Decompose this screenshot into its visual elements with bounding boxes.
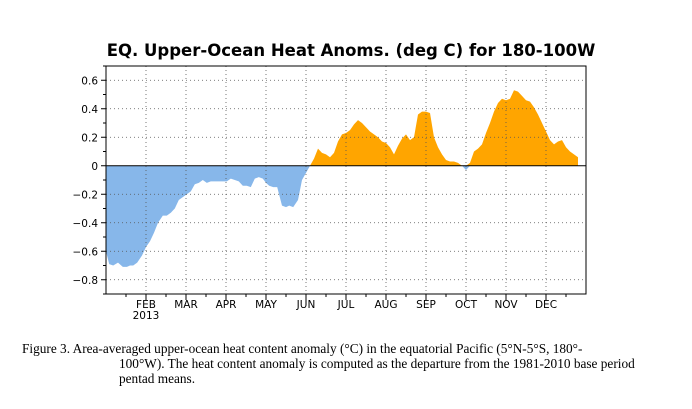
y-tick-label-0: 0.6 [81,75,98,87]
y-tick-label-3: 0 [91,161,98,173]
x-tick-label-7: SEP [416,299,436,311]
y-tick-label-7: −0.8 [73,275,99,287]
negative-anomaly-area [106,165,578,267]
x-tick-sublabel-0: 2013 [133,310,160,322]
x-tick-label-5: JUL [337,299,355,311]
positive-anomaly-area [106,90,578,166]
chart: EQ. Upper-Ocean Heat Anoms. (deg C) for … [73,41,596,322]
caption-line-2: 100°W). The heat content anomaly is comp… [119,356,635,371]
y-tick-label-1: 0.4 [81,104,98,116]
caption-line-1: Figure 3. Area-averaged upper-ocean heat… [22,341,583,356]
y-tick-label-6: −0.6 [73,246,99,258]
caption-line-3: pentad means. [119,371,196,386]
y-tick-label-5: −0.4 [73,218,99,230]
y-tick-label-2: 0.2 [81,132,98,144]
chart-title: EQ. Upper-Ocean Heat Anoms. (deg C) for … [107,41,596,60]
x-tick-label-8: OCT [455,299,478,311]
x-tick-label-6: AUG [374,299,397,311]
x-tick-label-2: APR [216,299,237,311]
x-tick-label-9: NOV [494,299,518,311]
x-tick-label-1: MAR [174,299,198,311]
x-tick-label-4: JUN [296,299,316,311]
figure-caption: Figure 3. Area-averaged upper-ocean heat… [22,341,672,386]
x-tick-label-3: MAY [255,299,277,311]
x-tick-label-10: DEC [535,299,557,311]
x-tick-label-0: FEB [136,299,156,311]
y-tick-label-4: −0.2 [73,189,99,201]
